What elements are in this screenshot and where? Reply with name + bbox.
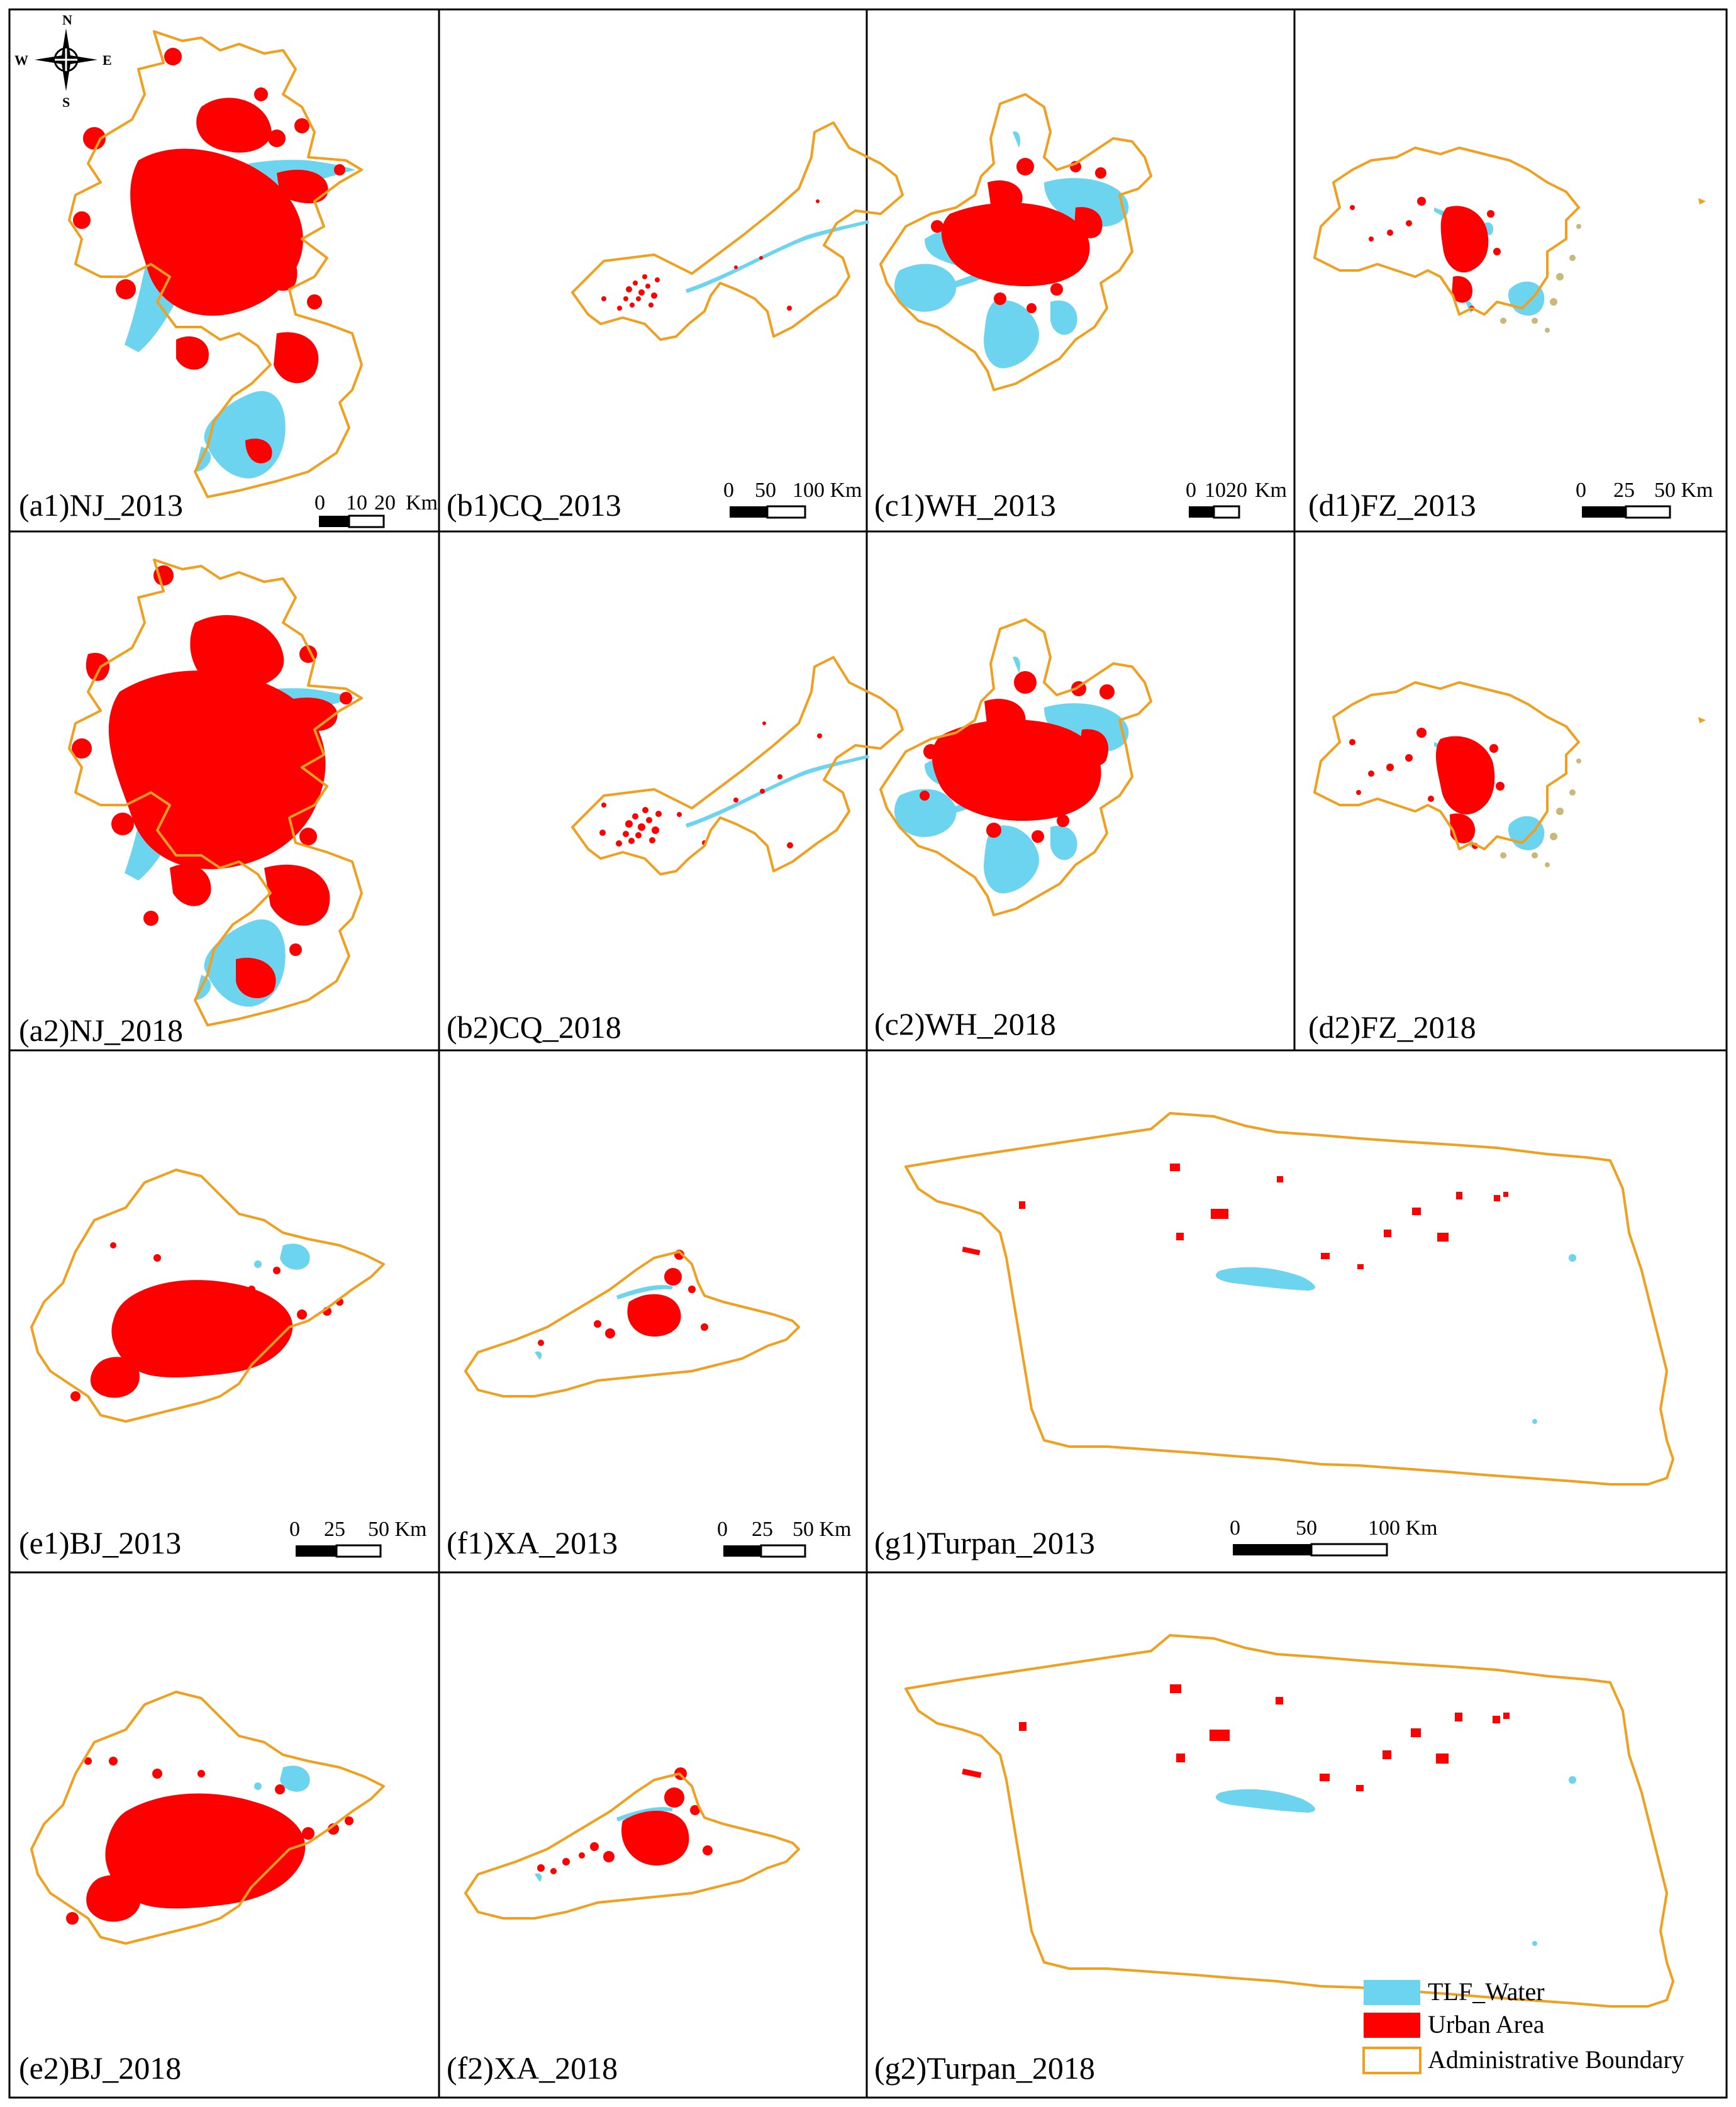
scale-e1-25: 25 bbox=[324, 1518, 345, 1541]
panel-label-g2: (g2)Turpan_2018 bbox=[874, 2050, 1095, 2086]
panel-label-c2: (c2)WH_2018 bbox=[874, 1006, 1056, 1042]
panel-d1: (d1)FZ_2013 0 25 50 Km bbox=[1308, 147, 1713, 523]
compass-s: S bbox=[62, 94, 70, 110]
panel-label-e2: (e2)BJ_2018 bbox=[19, 2050, 181, 2086]
legend-water-swatch bbox=[1364, 1980, 1420, 2005]
scale-b1-50: 50 bbox=[755, 479, 776, 502]
panel-b1: (b1)CQ_2013 0 50 100 Km bbox=[447, 121, 904, 523]
panel-label-g1: (g1)Turpan_2013 bbox=[874, 1525, 1095, 1560]
legend-boundary-label: Administrative Boundary bbox=[1428, 2045, 1684, 2074]
legend-urban-label: Urban Area bbox=[1428, 2010, 1545, 2038]
scale-bar-c1: 0 1020 Km bbox=[1186, 479, 1287, 519]
scale-d1-50: 50 Km bbox=[1654, 479, 1713, 502]
scale-a1-0: 0 bbox=[314, 491, 325, 514]
legend-water: TLF_Water bbox=[1364, 1977, 1545, 2006]
scale-bar-d1: 0 25 50 Km bbox=[1576, 479, 1713, 519]
scale-a1-20: 20 bbox=[374, 491, 396, 514]
panel-e1: (e1)BJ_2013 0 25 50 Km bbox=[19, 1169, 427, 1560]
panel-a2: (a2)NJ_2018 bbox=[19, 559, 363, 1048]
panel-label-e1: (e1)BJ_2013 bbox=[19, 1525, 181, 1560]
legend-boundary-swatch bbox=[1362, 2047, 1422, 2074]
scale-c1-0: 0 bbox=[1186, 479, 1196, 502]
panel-label-f1: (f1)XA_2013 bbox=[447, 1525, 618, 1560]
panel-b2: (b2)CQ_2018 bbox=[447, 656, 904, 1045]
panel-c1: (c1)WH_2013 0 1020 Km bbox=[874, 93, 1287, 523]
panel-label-c1: (c1)WH_2013 bbox=[874, 487, 1056, 523]
panel-label-a1: (a1)NJ_2013 bbox=[19, 487, 183, 523]
panel-label-d2: (d2)FZ_2018 bbox=[1308, 1009, 1476, 1045]
panel-g2: (g2)Turpan_2018 bbox=[874, 1634, 1674, 2086]
scale-f1-25: 25 bbox=[752, 1518, 773, 1541]
scale-g1-0: 0 bbox=[1230, 1516, 1240, 1540]
scale-a1-10: 10 bbox=[346, 491, 367, 514]
legend: TLF_Water Urban Area Administrative Boun… bbox=[1362, 1977, 1684, 2074]
panel-g1: (g1)Turpan_2013 0 50 100 Km bbox=[874, 1112, 1674, 1560]
scale-bar-a1: 0 10 20 Km bbox=[314, 491, 438, 528]
scale-c1-1020: 1020 bbox=[1205, 479, 1247, 502]
panel-label-b2: (b2)CQ_2018 bbox=[447, 1009, 621, 1045]
compass-n: N bbox=[62, 12, 72, 28]
compass-w: W bbox=[14, 52, 28, 68]
scale-c1-unit: Km bbox=[1255, 479, 1287, 502]
scale-b1-100: 100 Km bbox=[793, 479, 862, 502]
scale-bar-f1: 0 25 50 Km bbox=[717, 1518, 852, 1558]
compass-e: E bbox=[103, 52, 112, 68]
scale-d1-0: 0 bbox=[1576, 479, 1586, 502]
legend-boundary: Administrative Boundary bbox=[1362, 2045, 1684, 2074]
panel-label-f2: (f2)XA_2018 bbox=[447, 2050, 618, 2086]
scale-g1-50: 50 bbox=[1296, 1516, 1317, 1540]
panel-e2: (e2)BJ_2018 bbox=[19, 1691, 385, 2086]
panel-d2: (d2)FZ_2018 bbox=[1308, 681, 1706, 1045]
scale-g1-100: 100 Km bbox=[1368, 1516, 1438, 1540]
scale-e1-50: 50 Km bbox=[368, 1518, 427, 1541]
scale-f1-0: 0 bbox=[717, 1518, 728, 1541]
panel-label-a2: (a2)NJ_2018 bbox=[19, 1013, 183, 1048]
panel-f1: (f1)XA_2013 0 25 50 Km bbox=[447, 1250, 852, 1560]
panel-label-d1: (d1)FZ_2013 bbox=[1308, 487, 1476, 523]
scale-b1-0: 0 bbox=[723, 479, 734, 502]
scale-bar-g1: 0 50 100 Km bbox=[1230, 1516, 1438, 1557]
panel-grid bbox=[8, 8, 1728, 2099]
panel-c2: (c2)WH_2018 bbox=[874, 618, 1152, 1042]
panel-f2: (f2)XA_2018 bbox=[447, 1767, 800, 2086]
scale-bar-b1: 0 50 100 Km bbox=[723, 479, 862, 519]
scale-d1-25: 25 bbox=[1613, 479, 1635, 502]
scale-bar-e1: 0 25 50 Km bbox=[289, 1518, 427, 1558]
scale-f1-50: 50 Km bbox=[793, 1518, 852, 1541]
panel-a1: N S E W (a1)NJ_2013 0 10 20 Km bbox=[14, 12, 438, 528]
legend-water-label: TLF_Water bbox=[1428, 1977, 1545, 2006]
legend-urban-swatch bbox=[1364, 2013, 1420, 2038]
scale-a1-unit: Km bbox=[406, 491, 438, 514]
legend-urban: Urban Area bbox=[1364, 2010, 1545, 2038]
scale-e1-0: 0 bbox=[289, 1518, 300, 1541]
panel-label-b1: (b1)CQ_2013 bbox=[447, 487, 621, 523]
north-arrow-icon: N S E W bbox=[14, 12, 112, 110]
